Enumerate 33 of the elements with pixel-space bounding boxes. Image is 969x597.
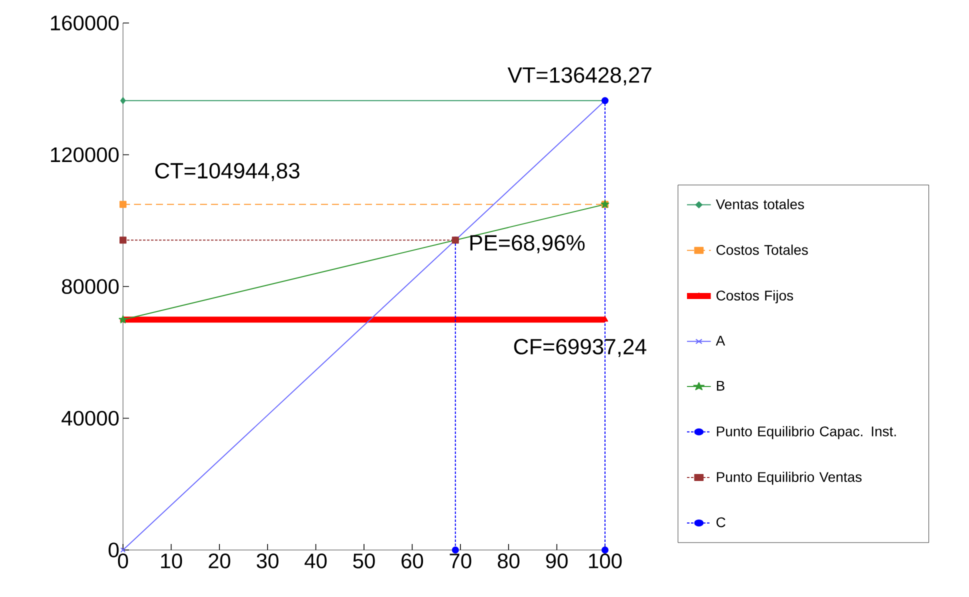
legend-label: A: [716, 336, 726, 346]
x-tick-label: 30: [256, 554, 278, 568]
y-tick-label: 120000: [50, 147, 119, 162]
y-tick-label: 80000: [62, 279, 119, 294]
y-tick-label: 0: [108, 542, 119, 558]
annotation: CT=104944,83: [155, 162, 300, 182]
legend-label: Ventas totales: [716, 198, 804, 210]
point: [602, 546, 609, 554]
x-tick-label: 20: [208, 554, 230, 568]
x-tick-label: 40: [304, 554, 327, 568]
x-tick-label: 50: [353, 554, 375, 568]
x-tick-label: 70: [450, 554, 472, 568]
annotation: VT=136428,27: [508, 67, 652, 86]
legend-label: Costos Fijos: [716, 290, 794, 304]
x-tick-label: 100: [589, 554, 622, 568]
point: [120, 200, 126, 208]
legend-label: B: [716, 380, 724, 391]
x-tick-label: 0: [118, 554, 128, 568]
x-tick-label: 60: [402, 554, 424, 568]
point: [120, 97, 126, 104]
legend-label: Costos Totales: [716, 244, 808, 255]
annotation: PE=68,96%: [470, 235, 585, 254]
annotation: CF=69937,24: [514, 338, 646, 358]
x-tick-label: 90: [546, 554, 568, 568]
x-tick-label: 10: [161, 554, 182, 568]
y-tick-label: 40000: [62, 410, 119, 426]
point: [452, 546, 459, 554]
x-tick-label: 80: [498, 554, 520, 568]
legend-label: C: [716, 517, 726, 528]
point: [120, 236, 126, 244]
y-tick-label: 160000: [50, 16, 119, 30]
legend-label: Punto Equilibrio Ventas: [716, 472, 862, 485]
legend-label: Punto Equilibrio Capac. Inst.: [716, 426, 896, 440]
